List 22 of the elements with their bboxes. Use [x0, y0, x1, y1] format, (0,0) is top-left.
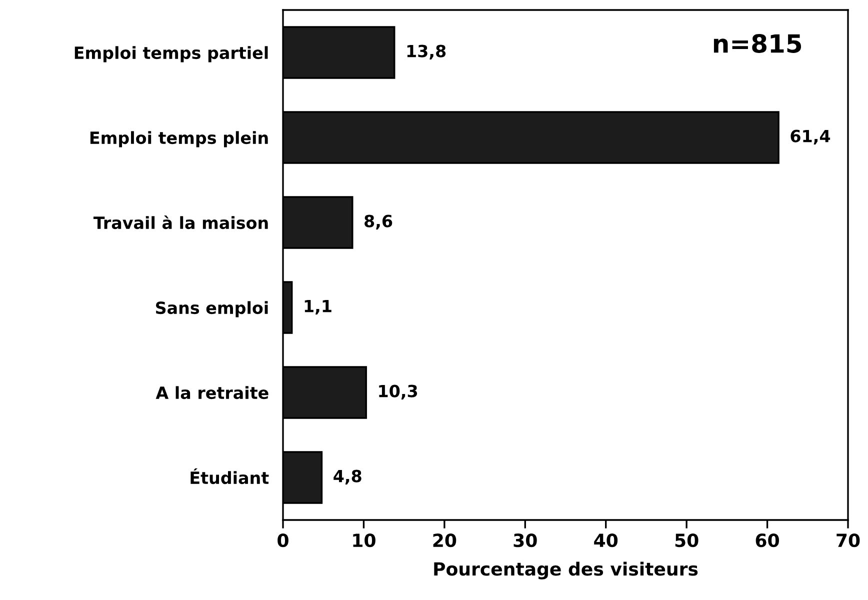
- x-tick-label: 0: [278, 534, 288, 548]
- y-tick-label: Emploi temps plein: [90, 131, 268, 148]
- annotation: n=815: [714, 34, 802, 53]
- x-tick-label: 50: [675, 534, 698, 548]
- data-label: 1,1: [304, 300, 332, 314]
- data-label: 4,8: [334, 470, 362, 484]
- x-tick-label: 10: [353, 534, 376, 548]
- y-tick-label: Travail à la maison: [93, 216, 268, 230]
- x-axis-title: Pourcentage des visiteurs: [434, 562, 698, 580]
- data-label: 10,3: [379, 384, 418, 400]
- x-tick-label: 60: [756, 534, 779, 548]
- data-label: 8,6: [364, 214, 392, 230]
- x-tick-label: 20: [433, 534, 456, 548]
- y-tick-label: Étudiant: [190, 468, 269, 484]
- data-label: 61,4: [790, 130, 830, 144]
- data-label: 13,8: [407, 44, 446, 60]
- x-tick-label: 30: [514, 534, 537, 548]
- x-tick-label: 40: [594, 534, 618, 548]
- y-tick-label: Sans emploi: [156, 301, 268, 318]
- y-tick-label: Emploi temps partiel: [74, 46, 268, 62]
- y-tick-label: A la retraite: [156, 386, 268, 400]
- x-tick-label: 70: [836, 534, 860, 548]
